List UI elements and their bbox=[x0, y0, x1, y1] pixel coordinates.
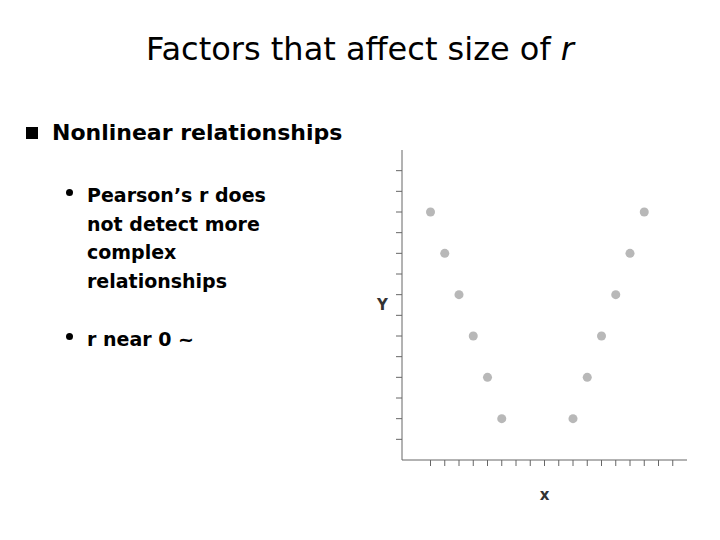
html-text:Pearson’s r does not detect mo: Pearson’s r does not detect more complex… bbox=[87, 184, 266, 292]
svg-text:Y: Y bbox=[376, 296, 389, 314]
html-text:Nonlinear relationships: Nonlinear relationships bbox=[52, 120, 343, 145]
svg-text:x: x bbox=[540, 486, 550, 504]
html-text:r near 0 ~: r near 0 ~ bbox=[87, 328, 194, 350]
html-text:Factors that affect size of r: Factors that affect size of r bbox=[146, 30, 574, 68]
